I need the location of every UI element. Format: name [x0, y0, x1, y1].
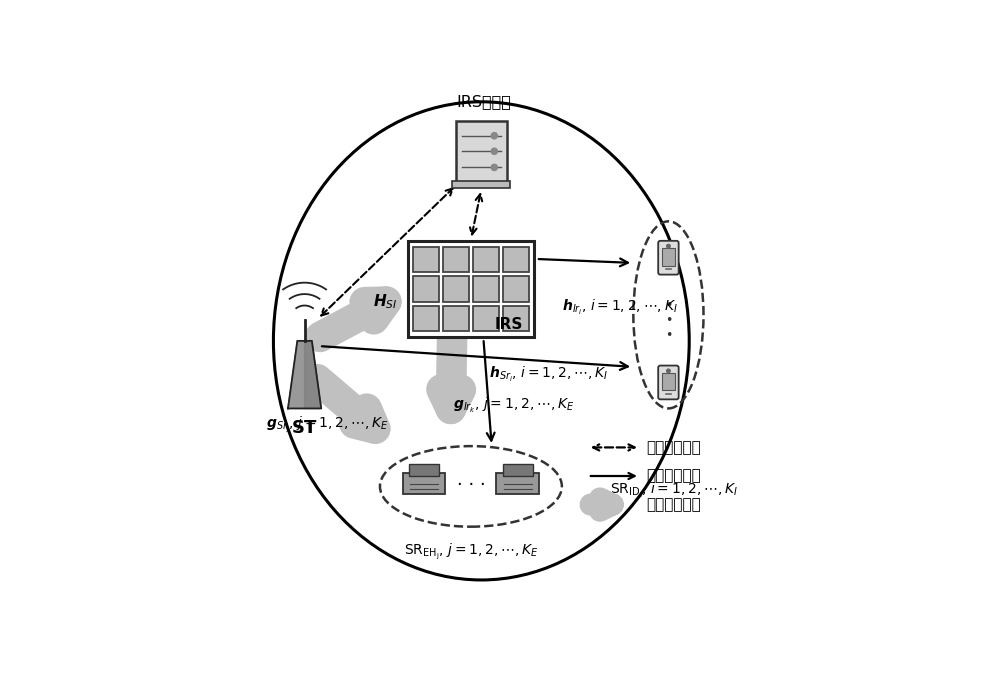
- FancyBboxPatch shape: [496, 473, 539, 494]
- Text: 无线控制链路: 无线控制链路: [646, 440, 701, 455]
- Text: · · ·: · · ·: [457, 477, 485, 494]
- FancyBboxPatch shape: [456, 121, 507, 184]
- Text: SR$_{\rm{ID}_i}$, $i=1,2,\cdots,K_I$: SR$_{\rm{ID}_i}$, $i=1,2,\cdots,K_I$: [610, 481, 738, 500]
- FancyBboxPatch shape: [658, 366, 679, 400]
- Text: ST: ST: [292, 418, 317, 437]
- FancyBboxPatch shape: [662, 373, 675, 390]
- FancyBboxPatch shape: [662, 248, 675, 266]
- FancyBboxPatch shape: [443, 247, 469, 272]
- Text: $\boldsymbol{g}_{Sr_j}$, $j=1,2,\cdots,K_E$: $\boldsymbol{g}_{Sr_j}$, $j=1,2,\cdots,K…: [266, 414, 388, 434]
- FancyBboxPatch shape: [473, 247, 499, 272]
- FancyBboxPatch shape: [503, 247, 529, 272]
- Text: •
•
•: • • •: [665, 298, 672, 342]
- Circle shape: [667, 244, 670, 248]
- FancyBboxPatch shape: [503, 464, 533, 476]
- FancyBboxPatch shape: [403, 473, 445, 494]
- FancyBboxPatch shape: [473, 306, 499, 331]
- Text: $\boldsymbol{h}_{Ir_i}$, $i=1,2,\cdots,K_I$: $\boldsymbol{h}_{Ir_i}$, $i=1,2,\cdots,K…: [562, 298, 678, 317]
- Text: $\boldsymbol{h}_{Sr_i}$, $i=1,2,\cdots,K_I$: $\boldsymbol{h}_{Sr_i}$, $i=1,2,\cdots,K…: [489, 365, 608, 384]
- Circle shape: [667, 369, 670, 373]
- FancyBboxPatch shape: [443, 306, 469, 331]
- Circle shape: [491, 164, 497, 171]
- Text: $\boldsymbol{g}_{Ir_k}$, $j=1,2,\cdots,K_E$: $\boldsymbol{g}_{Ir_k}$, $j=1,2,\cdots,K…: [453, 396, 574, 415]
- FancyBboxPatch shape: [503, 306, 529, 331]
- FancyBboxPatch shape: [452, 181, 510, 188]
- Text: SR$_{\rm{EH}_j}$, $j=1,2,\cdots,K_E$: SR$_{\rm{EH}_j}$, $j=1,2,\cdots,K_E$: [404, 541, 538, 561]
- Polygon shape: [288, 341, 321, 408]
- FancyBboxPatch shape: [413, 306, 439, 331]
- Circle shape: [491, 132, 497, 139]
- Text: IRS: IRS: [495, 317, 523, 331]
- FancyBboxPatch shape: [658, 241, 679, 275]
- Circle shape: [491, 148, 497, 155]
- FancyBboxPatch shape: [473, 276, 499, 302]
- Text: IRS控制器: IRS控制器: [456, 95, 511, 109]
- Text: 信息传输链路: 信息传输链路: [646, 468, 701, 483]
- Text: 能量传输链路: 能量传输链路: [646, 497, 701, 512]
- FancyBboxPatch shape: [409, 464, 439, 476]
- FancyBboxPatch shape: [408, 241, 534, 337]
- Polygon shape: [305, 341, 321, 408]
- FancyBboxPatch shape: [413, 276, 439, 302]
- FancyBboxPatch shape: [413, 247, 439, 272]
- FancyBboxPatch shape: [503, 276, 529, 302]
- Text: $\boldsymbol{H}_{SI}$: $\boldsymbol{H}_{SI}$: [373, 292, 397, 311]
- FancyBboxPatch shape: [443, 276, 469, 302]
